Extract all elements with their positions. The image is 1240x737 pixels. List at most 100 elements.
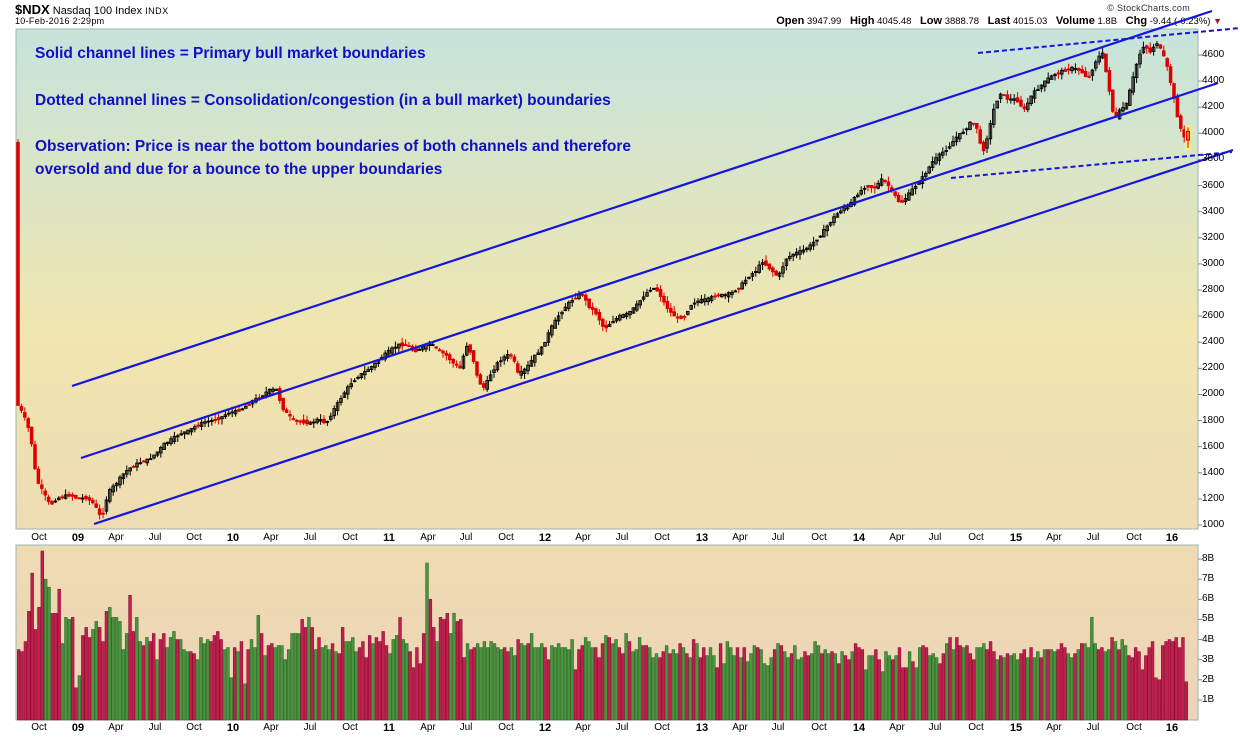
time-tick-label: Jul: [303, 532, 317, 543]
time-tick-label: Apr: [1046, 722, 1062, 733]
ticker-symbol: $NDX: [15, 2, 50, 17]
low-value: 3888.78: [944, 16, 980, 27]
time-tick-label: 11: [383, 722, 395, 734]
price-tick-label: 2600: [1202, 310, 1225, 322]
change-label: Chg: [1125, 15, 1148, 27]
time-tick-label: Jul: [615, 722, 629, 733]
time-tick-label: Oct: [342, 532, 358, 543]
volume-tick-label: 3B: [1202, 653, 1215, 665]
time-tick-label: Jul: [148, 532, 162, 543]
price-tick-label: 3600: [1202, 179, 1225, 191]
time-tick-label: Jul: [459, 722, 473, 733]
time-tick-label: Jul: [1086, 532, 1100, 543]
time-tick-label: 09: [71, 532, 85, 544]
time-tick-label: Apr: [1046, 532, 1062, 543]
time-tick-label: Apr: [420, 722, 436, 733]
time-tick-label: Oct: [1126, 532, 1142, 543]
time-tick-label: 13: [695, 532, 709, 544]
solid-channel-line: [71, 9, 1213, 388]
volume-tick-label: 6B: [1202, 593, 1215, 605]
volume-tick-label: 2B: [1202, 673, 1215, 685]
price-tick-label: 1400: [1202, 466, 1225, 478]
time-tick-label: Jul: [771, 532, 785, 543]
price-tick-label: 1200: [1202, 492, 1225, 504]
down-arrow-icon: ▼: [1213, 16, 1222, 26]
channel-lines: [71, 9, 1240, 526]
high-value: 4045.48: [877, 16, 912, 27]
price-tick-label: 3400: [1202, 205, 1225, 217]
high-label: High: [849, 15, 875, 27]
price-tick-label: 4000: [1202, 127, 1225, 139]
time-tick-label: Oct: [186, 722, 202, 733]
time-tick-label: Apr: [732, 532, 748, 543]
time-tick-label: 14: [852, 722, 866, 734]
time-tick-label: Oct: [811, 532, 827, 543]
time-tick-label: 13: [695, 722, 709, 734]
time-tick-label: Jul: [928, 532, 942, 543]
dotted-channel-line: [950, 151, 1233, 179]
time-tick-label: Oct: [968, 722, 984, 733]
annotation-dotted-lines: Dotted channel lines = Consolidation/con…: [35, 92, 611, 109]
time-tick-label: Apr: [263, 722, 279, 733]
time-tick-label: Apr: [263, 532, 279, 543]
time-tick-label: Apr: [889, 722, 905, 733]
volume-label: Volume: [1055, 15, 1095, 27]
solid-channel-line: [80, 81, 1219, 460]
time-tick-label: 12: [538, 532, 552, 544]
price-tick-label: 1800: [1202, 414, 1225, 426]
volume-tick-label: 8B: [1202, 553, 1215, 565]
stockcharts-credit: © StockCharts.com: [1107, 3, 1190, 13]
time-tick-label: 10: [226, 532, 240, 544]
price-tick-label: 4600: [1202, 49, 1225, 60]
time-tick-label: 10: [226, 722, 240, 734]
time-tick-label: Apr: [108, 532, 124, 543]
price-panel: [15, 28, 1199, 530]
time-tick-label: Oct: [31, 532, 47, 543]
price-tick-label: 2000: [1202, 388, 1225, 400]
volume-bars: [16, 550, 1189, 721]
price-tick-label: 2400: [1202, 336, 1225, 348]
time-tick-label: Jul: [459, 532, 473, 543]
time-tick-label: 16: [1165, 722, 1179, 734]
time-tick-label: 15: [1009, 722, 1023, 734]
time-tick-label: 14: [852, 532, 866, 544]
time-tick-label: Oct: [1126, 722, 1142, 733]
time-tick-label: Apr: [108, 722, 124, 733]
open-label: Open: [776, 15, 805, 27]
price-tick-label: 2200: [1202, 362, 1225, 374]
time-tick-label: Jul: [303, 722, 317, 733]
price-tick-label: 3200: [1202, 231, 1225, 243]
candlestick-series: [16, 40, 1191, 520]
annotation-observation-line1: Observation: Price is near the bottom bo…: [35, 138, 631, 155]
time-tick-label: Oct: [968, 532, 984, 543]
chart-date: 10-Feb-2016 2:29pm: [15, 16, 105, 26]
price-tick-label: 1600: [1202, 440, 1225, 452]
time-tick-label: Oct: [498, 532, 514, 543]
time-tick-label: Apr: [420, 532, 436, 543]
last-label: Last: [987, 15, 1011, 27]
time-tick-label: Apr: [575, 722, 591, 733]
time-tick-label: 15: [1009, 532, 1023, 544]
time-tick-label: 11: [383, 532, 395, 544]
annotation-observation-line2: oversold and due for a bounce to the upp…: [35, 161, 443, 178]
price-tick-label: 4400: [1202, 75, 1225, 87]
annotation-solid-lines: Solid channel lines = Primary bull marke…: [35, 45, 426, 62]
time-tick-label: 09: [71, 722, 85, 734]
volume-tick-label: 7B: [1202, 573, 1215, 585]
time-tick-label: Jul: [771, 722, 785, 733]
time-tick-label: Jul: [1086, 722, 1100, 733]
time-tick-label: Apr: [575, 532, 591, 543]
time-tick-label: Jul: [615, 532, 629, 543]
time-tick-label: Oct: [654, 532, 670, 543]
time-tick-label: 16: [1165, 532, 1179, 544]
index-name: Nasdaq 100 Index: [52, 5, 143, 17]
volume-value: 1.8B: [1097, 16, 1118, 27]
time-tick-label: 12: [538, 722, 552, 734]
price-tick-label: 1000: [1202, 519, 1225, 530]
dotted-channel-line: [977, 27, 1240, 54]
time-tick-label: Oct: [342, 722, 358, 733]
time-tick-label: Apr: [732, 722, 748, 733]
open-value: 3947.99: [806, 16, 842, 27]
solid-channel-line: [93, 148, 1234, 526]
